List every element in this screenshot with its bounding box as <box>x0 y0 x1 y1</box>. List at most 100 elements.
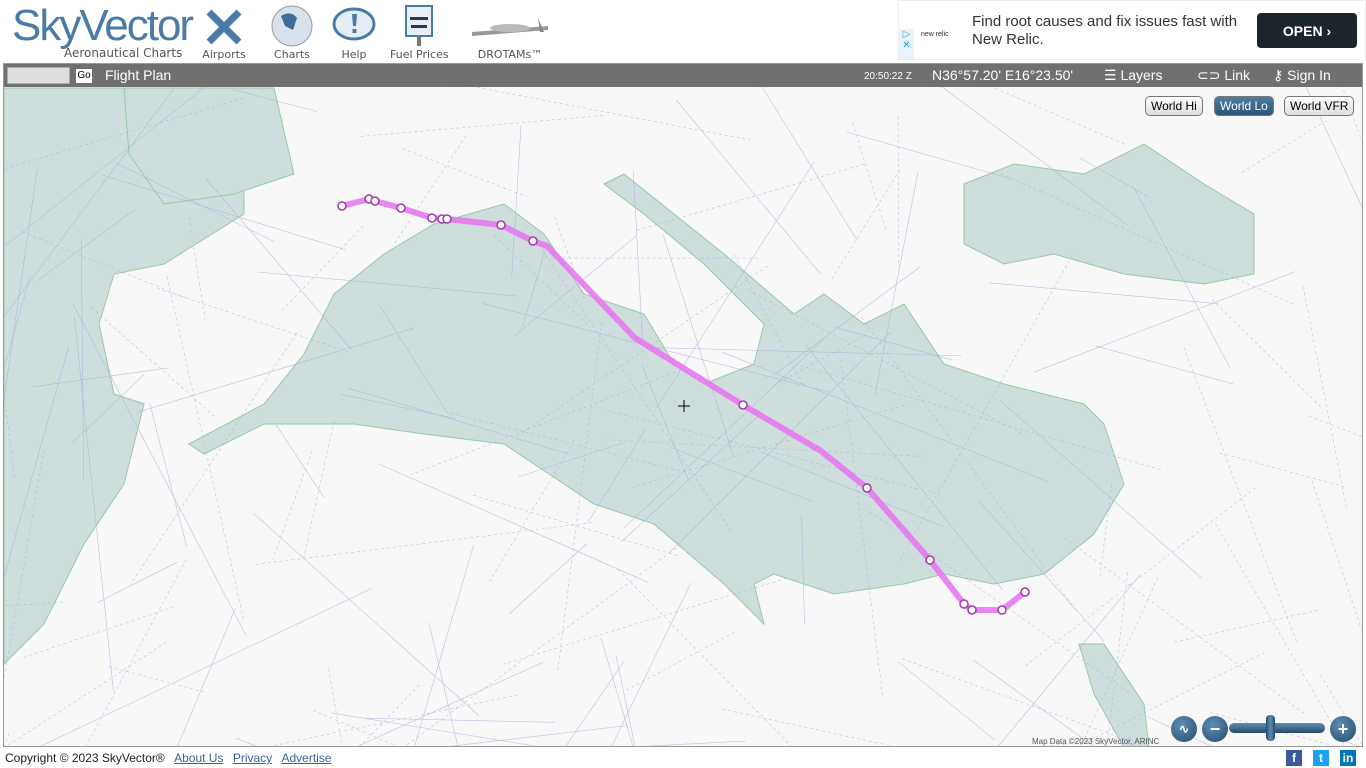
airway-line <box>846 131 1012 180</box>
twitter-icon[interactable]: t <box>1313 750 1329 766</box>
airway-line <box>667 331 892 555</box>
airway-line <box>166 276 244 619</box>
airway-line <box>805 344 1003 591</box>
go-button[interactable]: Go <box>76 69 92 83</box>
linkedin-icon[interactable]: in <box>1340 750 1356 766</box>
airway-line <box>1099 484 1112 580</box>
zulu-time: 20:50:22 Z <box>864 71 912 82</box>
airway-line <box>600 637 634 746</box>
airway-line <box>1000 173 1298 307</box>
search-input[interactable] <box>7 67 70 84</box>
route-waypoint[interactable] <box>1020 587 1030 597</box>
airway-line <box>509 543 588 615</box>
airway-line <box>157 288 351 353</box>
airway-line <box>518 442 625 478</box>
nav-label: Charts <box>274 48 310 61</box>
nav-airports[interactable]: Airports <box>200 4 248 61</box>
route-tool-button[interactable]: ∿ <box>1171 716 1197 742</box>
header: SkyVector Aeronautical Charts Airports C… <box>0 0 1366 63</box>
airway-line <box>6 641 167 746</box>
airway-line <box>4 169 38 400</box>
airway-line <box>617 569 792 746</box>
airway-line <box>1311 480 1362 633</box>
route-waypoint[interactable] <box>442 214 452 224</box>
layer-world-hi[interactable]: World Hi <box>1145 96 1203 116</box>
sign-in-label: Sign In <box>1287 67 1331 83</box>
nav-drotams[interactable]: DROTAMs™ <box>470 4 550 61</box>
nav-charts[interactable]: Charts <box>268 4 316 61</box>
ad-open-button[interactable]: OPEN › <box>1257 13 1357 48</box>
adchoices-icon[interactable]: ▷ ✕ <box>899 29 914 59</box>
airway-line <box>675 99 821 275</box>
nav-help[interactable]: Help <box>330 4 378 61</box>
airway-line <box>99 174 346 251</box>
airport-icon <box>200 4 248 48</box>
layer-world-vfr[interactable]: World VFR <box>1284 96 1355 116</box>
airway-line <box>341 394 457 419</box>
airway-line <box>360 684 420 746</box>
privacy-link[interactable]: Privacy <box>232 751 273 765</box>
route-waypoint[interactable] <box>967 605 977 615</box>
airway-line <box>620 416 758 543</box>
route-waypoint[interactable] <box>427 213 437 223</box>
route-waypoint[interactable] <box>997 605 1007 615</box>
sign-in-button[interactable]: ⚷ Sign In <box>1273 67 1331 84</box>
airway-line <box>4 275 31 369</box>
airway-line <box>801 516 805 625</box>
airway-line <box>130 333 297 585</box>
airway-line <box>32 367 169 388</box>
map-canvas[interactable] <box>4 64 1363 747</box>
zoom-slider[interactable] <box>1229 723 1325 733</box>
airway-line <box>235 737 257 746</box>
airway-line <box>71 373 145 444</box>
nav-fuel-prices[interactable]: Fuel Prices <box>390 4 449 61</box>
skyvector-logo[interactable]: SkyVector Aeronautical Charts <box>12 4 194 62</box>
zoom-in-button[interactable]: + <box>1330 716 1356 742</box>
layers-button[interactable]: ☰ Layers <box>1104 67 1162 84</box>
route-waypoint[interactable] <box>862 483 872 493</box>
airway-line <box>1219 452 1345 488</box>
airway-line <box>379 305 448 414</box>
globe-icon <box>268 4 316 48</box>
advertisement[interactable]: ▷ ✕ new relic Find root causes and fix is… <box>898 0 1366 60</box>
route-waypoint[interactable] <box>925 555 935 565</box>
map[interactable]: Go Flight Plan 20:50:22 Z N36°57.20' E16… <box>3 63 1363 747</box>
route-waypoint[interactable] <box>370 196 380 206</box>
airway-line <box>4 72 187 317</box>
layers-icon: ☰ <box>1104 67 1121 83</box>
airway-line <box>1240 120 1327 174</box>
zoom-slider-thumb[interactable] <box>1266 715 1275 741</box>
airway-line <box>139 327 415 413</box>
airway-line <box>1024 487 1256 667</box>
airway-line <box>897 116 900 267</box>
airway-line <box>557 321 603 672</box>
route-waypoint[interactable] <box>738 400 748 410</box>
airway-line <box>257 271 517 297</box>
route-waypoint[interactable] <box>496 220 506 230</box>
link-icon: ⊂⊃ <box>1197 67 1225 83</box>
facebook-icon[interactable]: f <box>1286 750 1302 766</box>
airway-line <box>91 307 218 420</box>
airway-line <box>1215 523 1346 746</box>
layer-world-lo[interactable]: World Lo <box>1214 96 1274 116</box>
route-waypoint[interactable] <box>959 599 969 609</box>
route-waypoint[interactable] <box>337 201 347 211</box>
flight-plan-button[interactable]: Flight Plan <box>105 67 172 83</box>
route-waypoint[interactable] <box>528 236 538 246</box>
airway-line <box>615 654 636 746</box>
airway-line <box>1079 157 1150 198</box>
link-button[interactable]: ⊂⊃ Link <box>1197 67 1250 84</box>
zoom-out-button[interactable]: − <box>1202 716 1228 742</box>
about-us-link[interactable]: About Us <box>174 751 224 765</box>
airway-line <box>272 450 313 560</box>
airway-line <box>634 163 865 232</box>
advertise-link[interactable]: Advertise <box>281 751 332 765</box>
airway-line <box>1033 271 1296 373</box>
airway-line <box>973 660 1094 746</box>
airway-line <box>4 397 15 478</box>
drone-icon <box>470 4 550 48</box>
airway-line <box>108 666 207 693</box>
airway-line <box>1064 537 1306 715</box>
airway-line <box>747 289 1025 435</box>
route-waypoint[interactable] <box>396 203 406 213</box>
